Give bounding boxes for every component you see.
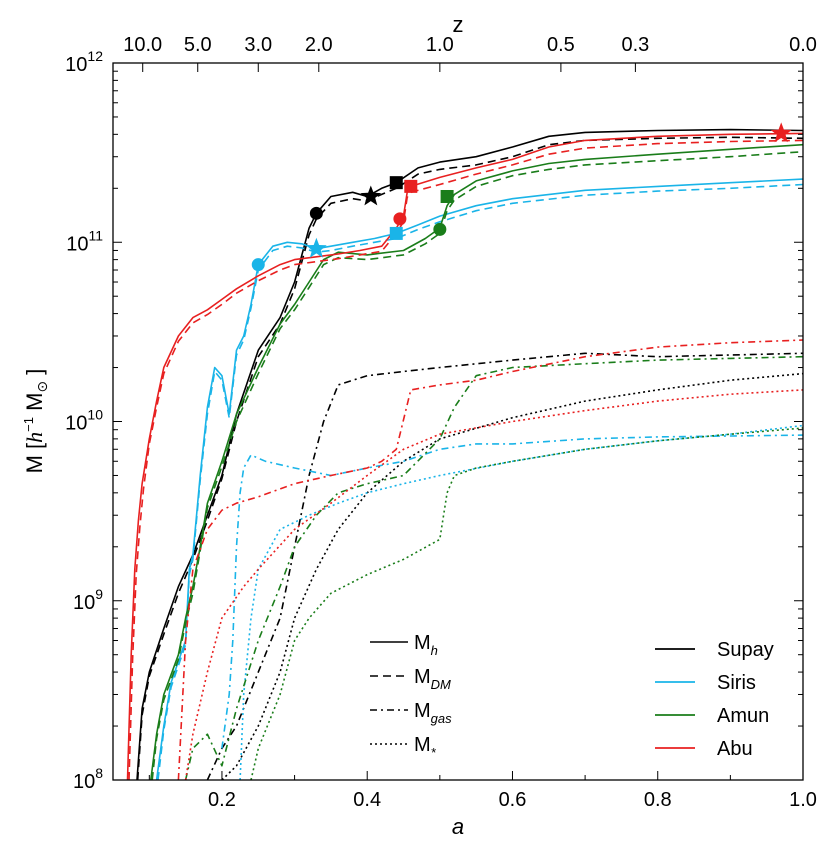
legend-label-siris: Siris (717, 672, 756, 694)
y-tick-label: 108 (73, 765, 103, 793)
marker-abu-square (404, 179, 418, 193)
x-tick-label: 0.2 (208, 789, 236, 811)
y-tick-label: 1011 (66, 227, 103, 255)
x-tick-label: 0.8 (644, 789, 672, 811)
svg-text:M [h−1 M⊙ ]: M [h−1 M⊙ ] (21, 369, 50, 474)
plot-curves (126, 128, 803, 780)
x-tick-label: 0.6 (499, 789, 527, 811)
curve-amun-mdm (151, 150, 803, 780)
curve-siris-mdm (157, 183, 803, 780)
marker-amun-circle (433, 222, 447, 236)
axis-ticks: 0.2 0.4 0.6 0.8 1.0 10.0 5.0 3.0 2.0 1.0 0.5 0.3 0.0… (65, 34, 817, 811)
marker-supay-circle (309, 206, 323, 220)
x-tick-label: 1.0 (789, 789, 817, 811)
legend-style-label: MDM (414, 666, 451, 692)
curve-amun-mgas (184, 355, 803, 780)
marker-siris-square (389, 226, 403, 240)
y-axis-title-h: h (22, 432, 47, 443)
curve-amun-mstar (250, 427, 803, 780)
top-tick-label: 0.0 (789, 34, 817, 56)
marker-supay-square (389, 176, 403, 190)
legend-line-styles: Mh MDM Mgas M* (370, 632, 452, 760)
curve-supay-mh (136, 128, 803, 780)
curve-supay-mdm (136, 136, 803, 780)
marker-abu-star (770, 122, 792, 143)
top-tick-label: 2.0 (305, 34, 333, 56)
y-axis-title-exp: −1 (21, 417, 36, 432)
top-axis-title: z (453, 12, 464, 37)
curve-siris-mstar (239, 424, 803, 780)
x-axis-title: a (452, 814, 464, 839)
marker-siris-star (305, 237, 327, 258)
legend-style-label: M* (414, 734, 437, 760)
curve-supay-mgas (206, 352, 803, 780)
legend-label-amun: Amun (717, 705, 769, 727)
top-tick-label: 10.0 (123, 34, 162, 56)
plot-frame (112, 62, 804, 781)
marker-siris-circle (251, 258, 265, 272)
curve-abu-mh (126, 132, 803, 780)
legend-style-label: Mgas (414, 700, 452, 726)
top-tick-label: 3.0 (244, 34, 272, 56)
marker-abu-circle (393, 212, 407, 226)
marker-supay-star (360, 185, 382, 206)
x-tick-label: 0.4 (353, 789, 381, 811)
curve-siris-mh (155, 178, 803, 780)
curve-supay-mstar (221, 372, 803, 780)
plot-markers (251, 122, 792, 272)
legend-label-abu: Abu (717, 738, 753, 760)
y-tick-label: 1010 (65, 407, 103, 435)
y-axis-title-unit: M (22, 393, 47, 417)
top-tick-label: 1.0 (426, 34, 454, 56)
y-axis-title-end: ] (22, 369, 47, 381)
marker-amun-square (440, 189, 454, 203)
y-axis-title: M [h−1 M⊙ ] (21, 369, 50, 474)
y-axis-title-main: M [ (22, 443, 47, 474)
legend-label-supay: Supay (717, 639, 774, 661)
y-axis-title-sun: ⊙ (34, 381, 50, 393)
y-tick-label: 1012 (65, 48, 103, 76)
top-tick-label: 5.0 (184, 34, 212, 56)
curve-abu-mstar (184, 389, 803, 780)
top-tick-label: 0.5 (547, 34, 575, 56)
top-tick-label: 0.3 (621, 34, 649, 56)
curve-abu-mdm (128, 139, 803, 780)
legend-simulations: Supay Siris Amun Abu (655, 639, 774, 760)
y-tick-label: 109 (73, 586, 103, 614)
curve-amun-mh (150, 143, 803, 780)
curve-abu-mgas (177, 339, 803, 780)
curve-siris-mgas (221, 434, 803, 749)
legend-style-label: Mh (414, 632, 438, 658)
